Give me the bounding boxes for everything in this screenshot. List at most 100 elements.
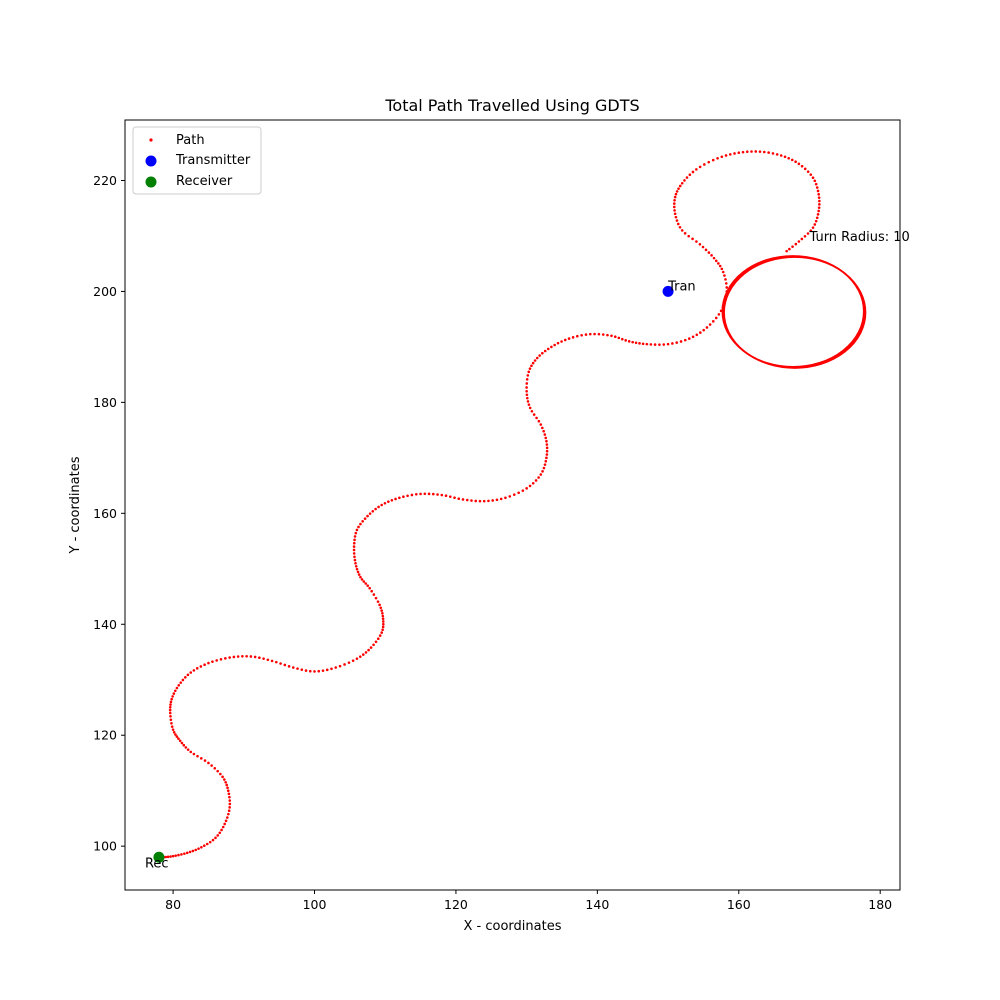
path-point — [676, 222, 680, 226]
path-point — [724, 278, 727, 281]
path-point — [370, 589, 373, 593]
path-point — [170, 721, 173, 725]
path-point — [698, 242, 702, 246]
path-point — [814, 182, 818, 186]
path-point — [175, 735, 179, 738]
path-point — [228, 806, 231, 809]
path-point — [208, 840, 212, 844]
path-point — [448, 495, 452, 498]
path-point — [224, 657, 227, 660]
path-point — [275, 660, 278, 664]
path-point — [381, 614, 385, 618]
path-point — [525, 382, 529, 385]
path-point — [179, 681, 183, 684]
path-point — [683, 338, 687, 342]
path-point — [720, 155, 724, 159]
path-point — [787, 156, 790, 160]
path-point — [338, 664, 342, 668]
path-point — [372, 643, 375, 647]
path-point — [750, 150, 753, 153]
path-point — [177, 853, 180, 857]
path-point — [414, 493, 418, 496]
path-point — [544, 459, 548, 463]
path-point — [714, 316, 718, 320]
path-point — [218, 831, 222, 835]
path-point — [189, 750, 193, 754]
path-point — [538, 354, 541, 357]
legend: Path Transmitter Receiver — [132, 126, 262, 195]
path-point — [169, 718, 173, 722]
path-point — [504, 496, 507, 500]
path-point — [362, 580, 366, 583]
path-point — [658, 343, 661, 346]
path-point — [491, 499, 495, 502]
path-point — [371, 509, 375, 513]
path-point — [270, 659, 274, 663]
path-point — [541, 426, 544, 430]
path-point — [691, 170, 695, 174]
path-point — [678, 184, 682, 188]
path-point — [368, 586, 371, 590]
path-point — [380, 609, 383, 612]
path-point — [377, 505, 380, 509]
path-point — [617, 336, 621, 340]
path-point — [708, 323, 712, 326]
path-point — [178, 739, 182, 743]
path-point — [168, 711, 172, 715]
path-point — [186, 673, 190, 677]
path-point — [354, 564, 358, 568]
path-point — [645, 342, 649, 346]
path-point — [197, 847, 200, 850]
path-point — [597, 332, 601, 336]
path-point — [283, 663, 287, 667]
path-point — [527, 370, 531, 374]
path-point — [525, 386, 528, 389]
path-point — [797, 240, 801, 243]
path-point — [215, 659, 218, 662]
path-point — [691, 237, 694, 241]
path-point — [723, 274, 726, 277]
path-point — [817, 193, 820, 196]
path-point — [432, 492, 435, 496]
y-tick-label: 200 — [93, 284, 117, 299]
chart-title: Total Path Travelled Using GDTS — [384, 96, 639, 115]
path-point — [185, 851, 189, 855]
path-point — [216, 834, 220, 837]
path-point — [813, 223, 817, 226]
path-point — [211, 838, 215, 842]
path-point — [741, 150, 745, 154]
path-point — [356, 570, 360, 574]
path-point — [662, 343, 666, 346]
receiver-annotation: Rec — [145, 856, 169, 871]
path-point — [171, 728, 175, 731]
path-point — [174, 854, 177, 857]
path-point — [406, 494, 409, 498]
path-point — [359, 575, 362, 579]
y-tick-label: 120 — [93, 728, 117, 743]
path-point — [818, 199, 821, 203]
path-point — [207, 661, 210, 665]
legend-marker-path — [149, 138, 153, 142]
path-point — [711, 320, 715, 323]
path-point — [223, 822, 227, 826]
path-point — [241, 654, 244, 658]
path-point — [543, 463, 547, 466]
path-point — [588, 332, 592, 336]
path-point — [672, 202, 676, 205]
path-point — [355, 567, 359, 571]
path-point — [461, 498, 465, 501]
path-point — [225, 783, 228, 787]
path-point — [803, 234, 807, 238]
path-point — [381, 628, 384, 632]
path-point — [816, 189, 820, 193]
path-point — [576, 334, 579, 338]
path-point — [721, 270, 725, 274]
path-point — [649, 343, 653, 346]
path-point — [556, 341, 560, 345]
x-tick-label: 80 — [165, 897, 181, 912]
path-point — [543, 433, 547, 436]
path-point — [347, 661, 351, 664]
path-point — [638, 342, 641, 345]
path-point — [169, 700, 173, 704]
path-point — [357, 573, 361, 576]
